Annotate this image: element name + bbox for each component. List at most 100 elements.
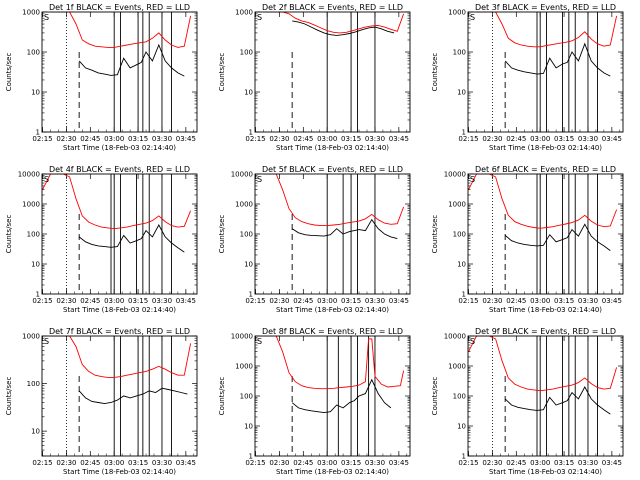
x-tick-label: 02:15	[458, 135, 478, 143]
x-tick-label: 02:15	[245, 297, 265, 305]
y-axis-label: Counts/sec	[5, 377, 13, 416]
x-tick-label: 03:00	[104, 135, 124, 143]
x-tick-label: 03:45	[389, 459, 409, 467]
x-tick-label: 03:45	[176, 297, 196, 305]
series-line-lld	[255, 336, 405, 390]
x-tick-label: 03:15	[128, 459, 148, 467]
series-line-lld	[468, 336, 618, 392]
x-tick-label: 03:00	[104, 297, 124, 305]
detector-panel-8: Det 8f BLACK = Events, RED = LLD Counts/s…	[218, 327, 411, 476]
y-tick-label: 10	[457, 423, 466, 431]
x-tick-label: 03:30	[152, 297, 172, 305]
x-tick-label: 03:00	[317, 459, 337, 467]
series-line-events	[292, 20, 395, 36]
x-axis-label: Start Time (18-Feb-03 02:14:40)	[63, 306, 176, 314]
x-tick-label: 03:45	[389, 297, 409, 305]
detector-panel-4: Det 4f BLACK = Events, RED = LLD Counts/s…	[5, 165, 198, 314]
x-tick-label: 03:15	[554, 297, 574, 305]
x-tick-label: 02:45	[293, 459, 313, 467]
plot-frame	[254, 173, 411, 295]
x-tick-label: 03:30	[365, 297, 385, 305]
y-tick-label: 1000	[235, 201, 253, 209]
y-tick-label: 1000	[22, 9, 40, 17]
x-tick-label: 03:15	[554, 135, 574, 143]
panel-title: Det 2f BLACK = Events, RED = LLD	[262, 3, 403, 12]
x-tick-label: 03:15	[341, 459, 361, 467]
y-tick-label: 10000	[444, 333, 466, 341]
x-tick-label: 03:00	[104, 459, 124, 467]
y-tick-label: 100	[27, 380, 40, 388]
panel-title: Det 7f BLACK = Events, RED = LLD	[49, 327, 190, 336]
y-tick-label: 100	[240, 231, 253, 239]
x-tick-label: 02:15	[32, 135, 52, 143]
x-tick-label: 02:15	[458, 297, 478, 305]
x-axis-label: Start Time (18-Feb-03 02:14:40)	[276, 468, 389, 476]
plot-frame	[41, 335, 198, 457]
x-axis-label: Start Time (18-Feb-03 02:14:40)	[276, 306, 389, 314]
y-tick-label: 1	[462, 453, 466, 461]
x-tick-label: 03:45	[602, 459, 622, 467]
y-tick-label: 1	[249, 453, 253, 461]
y-axis-label: Counts/sec	[431, 215, 439, 254]
y-tick-label: 1	[36, 129, 40, 137]
x-tick-label: 02:45	[506, 297, 526, 305]
x-tick-label: 03:00	[530, 297, 550, 305]
x-tick-label: 03:45	[176, 459, 196, 467]
series-line-events	[291, 218, 398, 240]
y-tick-label: 100	[27, 49, 40, 57]
detector-panel-1: Det 1f BLACK = Events, RED = LLD Counts/s…	[5, 3, 198, 152]
panel-title: Det 9f BLACK = Events, RED = LLD	[475, 327, 616, 336]
x-tick-label: 02:45	[293, 135, 313, 143]
x-tick-label: 03:30	[152, 459, 172, 467]
y-tick-label: 1000	[235, 9, 253, 17]
x-tick-label: 02:45	[506, 135, 526, 143]
plot-frame	[467, 11, 624, 133]
x-tick-label: 02:45	[293, 297, 313, 305]
x-tick-label: 02:30	[269, 459, 289, 467]
x-tick-label: 03:15	[128, 135, 148, 143]
corner-label: S	[470, 175, 475, 184]
x-axis-label: Start Time (18-Feb-03 02:14:40)	[63, 144, 176, 152]
x-axis-label: Start Time (18-Feb-03 02:14:40)	[489, 468, 602, 476]
x-axis-label: Start Time (18-Feb-03 02:14:40)	[489, 144, 602, 152]
x-tick-label: 03:00	[317, 135, 337, 143]
x-tick-label: 03:30	[578, 459, 598, 467]
series-line-lld	[263, 174, 405, 227]
x-tick-label: 02:30	[482, 459, 502, 467]
y-tick-label: 100	[453, 231, 466, 239]
y-tick-label: 100	[453, 49, 466, 57]
series-line-events	[291, 378, 392, 414]
detector-panel-9: Det 9f BLACK = Events, RED = LLD Counts/s…	[431, 327, 624, 476]
series-line-lld	[50, 12, 192, 48]
x-tick-label: 03:30	[152, 135, 172, 143]
y-axis-label: Counts/sec	[218, 377, 226, 416]
x-tick-label: 02:30	[482, 297, 502, 305]
x-tick-label: 03:15	[554, 459, 574, 467]
y-tick-label: 1	[36, 291, 40, 299]
series-line-events	[504, 42, 611, 77]
x-tick-label: 02:15	[458, 459, 478, 467]
corner-label: S	[470, 337, 475, 346]
y-tick-label: 1	[462, 291, 466, 299]
detector-panel-7: Det 7f BLACK = Events, RED = LLD Counts/s…	[5, 327, 198, 476]
y-tick-label: 1000	[22, 201, 40, 209]
y-tick-label: 100	[27, 231, 40, 239]
y-tick-label: 10	[244, 423, 253, 431]
x-tick-label: 02:45	[80, 135, 100, 143]
plot-frame	[467, 173, 624, 295]
series-line-events	[78, 224, 185, 253]
y-tick-label: 1000	[22, 333, 40, 341]
x-tick-label: 02:15	[32, 297, 52, 305]
series-line-lld	[42, 174, 192, 230]
x-tick-label: 03:00	[530, 459, 550, 467]
y-tick-label: 100	[240, 393, 253, 401]
series-line-events	[78, 387, 188, 405]
panel-title: Det 6f BLACK = Events, RED = LLD	[475, 165, 616, 174]
x-tick-label: 02:30	[56, 297, 76, 305]
y-tick-label: 10000	[18, 171, 40, 179]
x-tick-label: 02:45	[506, 459, 526, 467]
y-tick-label: 10	[457, 261, 466, 269]
corner-label: S	[257, 337, 262, 346]
x-tick-label: 02:30	[56, 459, 76, 467]
